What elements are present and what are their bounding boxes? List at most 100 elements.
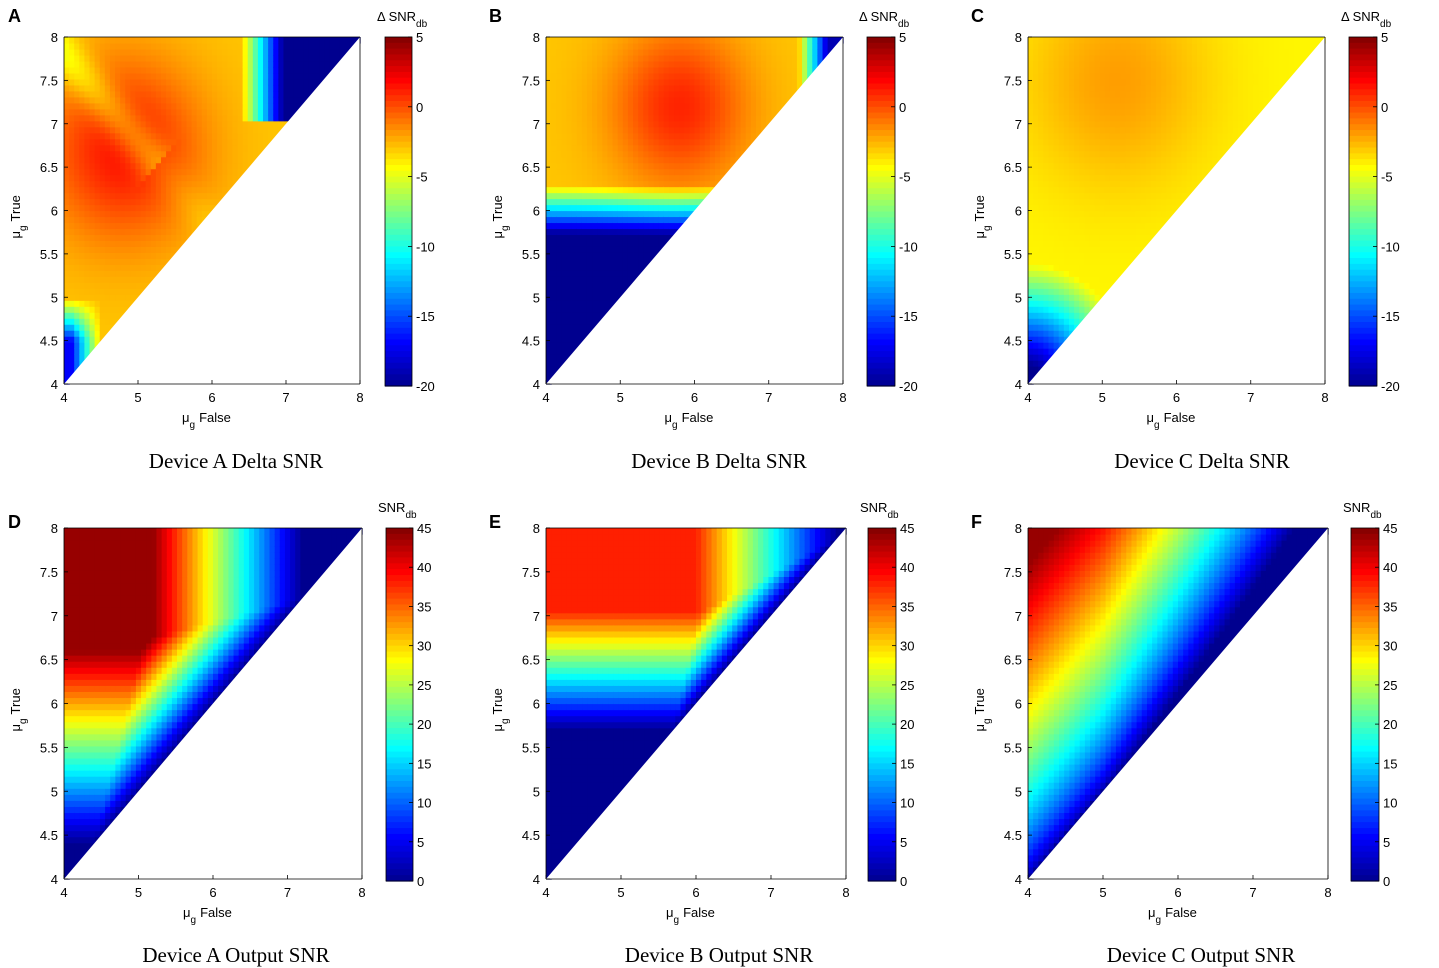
heatmap-cell [1181, 180, 1188, 188]
heatmap-cell [1043, 288, 1050, 295]
heatmap-cell [684, 60, 690, 68]
heatmap-cell [69, 96, 75, 104]
heatmap-cell [1053, 216, 1060, 224]
heatmap-cell [668, 66, 675, 74]
heatmap-cell [1186, 84, 1193, 92]
heatmap-cell [79, 318, 86, 325]
heatmap-cell [196, 114, 203, 122]
heatmap-cell [643, 228, 650, 236]
colorbar-swatch [385, 287, 412, 294]
heatmap-cell [689, 96, 696, 104]
heatmap-cell [176, 240, 182, 247]
heatmap-cell [1068, 120, 1075, 128]
heatmap-cell [581, 276, 588, 283]
heatmap-cell [1104, 228, 1111, 236]
heatmap-cell [556, 114, 562, 122]
heatmap-cell [1186, 144, 1193, 152]
heatmap-cell [1145, 144, 1152, 152]
heatmap-cell [576, 144, 583, 152]
heatmap-cell [643, 204, 650, 212]
heatmap-cell [125, 162, 131, 170]
heatmap-cell [1130, 216, 1137, 224]
heatmap-cell [186, 144, 193, 152]
colorbar-swatch [867, 281, 895, 288]
heatmap-cell [130, 174, 137, 182]
heatmap-cell [1150, 150, 1157, 158]
heatmap-cell [704, 114, 711, 122]
heatmap-cell [115, 234, 121, 242]
heatmap-cell [201, 72, 208, 80]
heatmap-cell [607, 108, 614, 116]
colorbar-tick-label: -5 [899, 170, 911, 185]
heatmap-cell [638, 168, 644, 176]
heatmap-cell [714, 37, 721, 44]
heatmap-cell [617, 90, 624, 98]
heatmap-cell [201, 54, 208, 62]
heatmap-cell [120, 210, 126, 218]
heatmap-cell [140, 192, 147, 200]
heatmap-cell [586, 324, 593, 331]
heatmap-cell [268, 96, 274, 104]
heatmap-cell [89, 84, 96, 92]
heatmap-cell [217, 192, 223, 200]
heatmap-cell [94, 252, 101, 259]
heatmap-cell [658, 90, 665, 98]
heatmap-cell [89, 204, 96, 212]
heatmap-cell [74, 186, 80, 194]
heatmap-cell [684, 42, 690, 50]
heatmap-cell [89, 37, 96, 44]
heatmap-cell [84, 258, 91, 265]
heatmap-cell [74, 37, 80, 44]
heatmap-cell [252, 126, 259, 134]
heatmap-cell [1048, 48, 1055, 56]
heatmap-cell [84, 108, 91, 116]
heatmap-cell [597, 48, 603, 56]
heatmap-cell [1099, 252, 1106, 259]
heatmap-cell [776, 42, 783, 50]
heatmap-cell [546, 258, 552, 265]
heatmap-cell [94, 234, 101, 242]
heatmap-cell [69, 246, 75, 253]
heatmap-cell [597, 192, 603, 200]
heatmap-cell [1104, 198, 1111, 206]
heatmap-cell [1094, 246, 1101, 253]
heatmap-cell [1079, 270, 1085, 277]
heatmap-cell [74, 192, 80, 200]
heatmap-cell [89, 312, 96, 319]
heatmap-cell [263, 42, 269, 50]
heatmap-cell [653, 168, 660, 176]
heatmap-cell [227, 168, 234, 176]
heatmap-cell [1043, 78, 1050, 86]
heatmap-cell [561, 174, 568, 182]
heatmap-cell [1053, 252, 1060, 259]
heatmap-cell [755, 90, 762, 98]
heatmap-cell [64, 144, 70, 152]
heatmap-cell [704, 180, 711, 188]
heatmap-cell [704, 138, 711, 146]
heatmap-cell [1099, 120, 1106, 128]
heatmap-cell [735, 126, 742, 134]
heatmap-cell [99, 144, 106, 152]
heatmap-cell [237, 54, 244, 62]
heatmap-cell [257, 108, 264, 116]
heatmap-cell [160, 156, 167, 164]
heatmap-cell [684, 72, 690, 80]
heatmap-cell [186, 37, 193, 44]
heatmap-cell [79, 216, 86, 224]
heatmap-cell [104, 234, 111, 242]
heatmap-cell [1043, 84, 1050, 92]
heatmap-cell [1033, 324, 1039, 331]
heatmap-cell [1166, 84, 1172, 92]
heatmap-cell [89, 48, 96, 56]
heatmap-cell [566, 108, 573, 116]
heatmap-cell [556, 228, 562, 236]
heatmap-cell [1186, 102, 1193, 110]
heatmap-cell [247, 120, 254, 128]
heatmap-cell [1140, 234, 1147, 242]
heatmap-cell [89, 42, 96, 50]
heatmap-cell [638, 54, 644, 62]
heatmap-cell [212, 66, 218, 74]
heatmap-cell [181, 144, 188, 152]
heatmap-cell [1130, 174, 1137, 182]
heatmap-cell [109, 192, 116, 200]
